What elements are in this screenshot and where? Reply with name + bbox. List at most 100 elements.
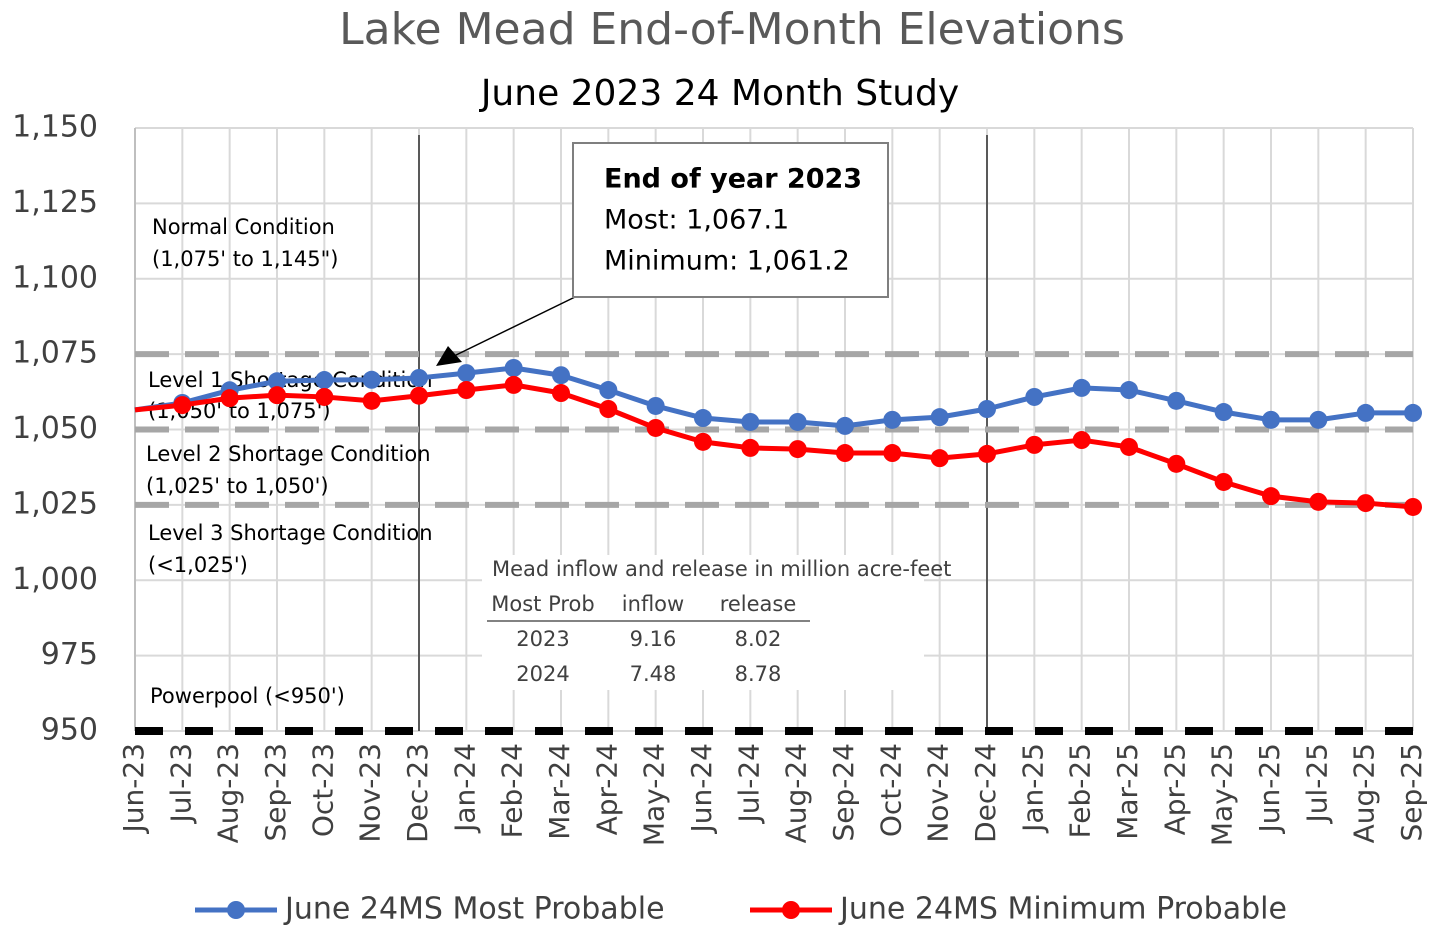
data-point (1072, 431, 1091, 450)
data-point (694, 409, 712, 428)
data-point (1025, 435, 1044, 454)
data-point (978, 444, 996, 463)
x-tick-label: Nov-23 (354, 743, 387, 843)
x-tick-label: Jun-25 (1253, 743, 1286, 834)
x-tick-label: Jul-25 (1300, 743, 1333, 825)
data-point (1262, 410, 1280, 429)
callout-arrow (451, 296, 576, 358)
x-tick-label: Jun-24 (685, 743, 718, 834)
data-point (836, 416, 854, 435)
data-point (504, 375, 523, 394)
data-point (1120, 381, 1138, 400)
data-point (1120, 437, 1138, 456)
flow-table-header: Most Prob (491, 592, 594, 616)
data-point (220, 389, 239, 408)
data-point (1404, 403, 1422, 422)
data-point (362, 370, 381, 389)
data-point (268, 372, 286, 391)
data-point (741, 438, 760, 457)
y-tick-label: 1,075 (12, 336, 98, 371)
y-tick-label: 1,050 (12, 411, 98, 446)
data-point (1072, 378, 1091, 397)
x-tick-label: May-24 (638, 743, 671, 846)
data-point (1214, 472, 1233, 491)
data-point (1404, 497, 1422, 516)
data-point (173, 396, 192, 415)
data-point (788, 412, 807, 431)
flow-table-cell: 8.78 (735, 662, 782, 686)
zone-label: Level 2 Shortage Condition (146, 442, 431, 466)
x-tick-label: Sep-23 (259, 743, 292, 842)
data-point (1356, 494, 1375, 513)
data-point (1309, 492, 1328, 511)
y-tick-label: 1,125 (12, 185, 98, 220)
data-point (1356, 403, 1375, 422)
zone-label: (1,025' to 1,050') (146, 474, 329, 498)
data-point (362, 391, 381, 410)
zone-label: Level 3 Shortage Condition (148, 521, 433, 545)
x-tick-label: Dec-24 (969, 743, 1002, 843)
data-point (504, 358, 523, 377)
data-point (315, 387, 334, 406)
data-point (457, 364, 476, 383)
x-tick-label: Feb-24 (496, 743, 529, 838)
x-tick-label: Aug-25 (1348, 743, 1381, 843)
x-tick-label: Aug-23 (212, 743, 245, 843)
data-point (930, 449, 949, 468)
x-tick-label: Aug-24 (780, 743, 813, 843)
x-tick-label: Sep-25 (1395, 743, 1428, 842)
data-point (1214, 403, 1233, 422)
y-tick-label: 1,000 (12, 562, 98, 597)
data-point (457, 381, 476, 400)
y-tick-label: 950 (41, 713, 98, 748)
legend-label: June 24MS Most Probable (283, 892, 665, 926)
y-tick-label: 1,025 (12, 486, 98, 521)
series-line (134, 382, 1414, 510)
data-point (883, 410, 902, 429)
x-tick-label: Jun-23 (117, 743, 150, 834)
data-point (1025, 387, 1044, 406)
callout-box (572, 142, 889, 298)
callout-line: Most: 1,067.1 (604, 205, 789, 236)
zone-label: Powerpool (<950') (150, 684, 345, 708)
flow-table-cell: 9.16 (630, 627, 677, 651)
flow-table-background (482, 555, 924, 690)
data-point (410, 368, 428, 387)
flow-table-cell: 7.48 (630, 662, 677, 686)
x-tick-label: Oct-24 (874, 743, 907, 837)
x-tick-label: May-25 (1206, 743, 1239, 846)
x-tick-label: Jul-24 (732, 743, 765, 825)
x-tick-label: Mar-24 (543, 743, 576, 840)
data-point (552, 384, 570, 403)
data-point (694, 432, 712, 451)
flow-table-header: release (720, 592, 797, 616)
x-tick-label: Nov-24 (922, 743, 955, 843)
flow-table-cell: 2024 (516, 662, 569, 686)
data-point (599, 399, 618, 418)
y-tick-label: 1,150 (12, 110, 98, 145)
flow-table-cell: 2023 (516, 627, 569, 651)
data-point (1262, 487, 1280, 506)
x-tick-label: Mar-25 (1111, 743, 1144, 840)
legend-marker (782, 901, 800, 919)
x-tick-label: Sep-24 (827, 743, 860, 842)
data-point (599, 381, 618, 400)
flow-table-title: Mead inflow and release in million acre-… (492, 557, 951, 581)
data-point (1167, 391, 1186, 410)
data-point (646, 418, 665, 437)
chart-subtitle: June 2023 24 Month Study (479, 73, 959, 114)
callout-title: End of year 2023 (604, 164, 862, 195)
data-point (883, 444, 902, 463)
y-tick-label: 975 (41, 637, 98, 672)
legend-marker (227, 901, 245, 919)
data-point (646, 396, 665, 415)
data-point (930, 408, 949, 427)
callout-line: Minimum: 1,061.2 (604, 246, 850, 277)
x-tick-label: Apr-24 (590, 743, 623, 835)
x-tick-label: Jan-24 (448, 743, 481, 834)
x-tick-label: Feb-25 (1064, 743, 1097, 838)
zone-label: (1,075' to 1,145") (152, 247, 339, 271)
callout-arrowhead (436, 346, 462, 366)
legend-label: June 24MS Minimum Probable (838, 892, 1287, 926)
